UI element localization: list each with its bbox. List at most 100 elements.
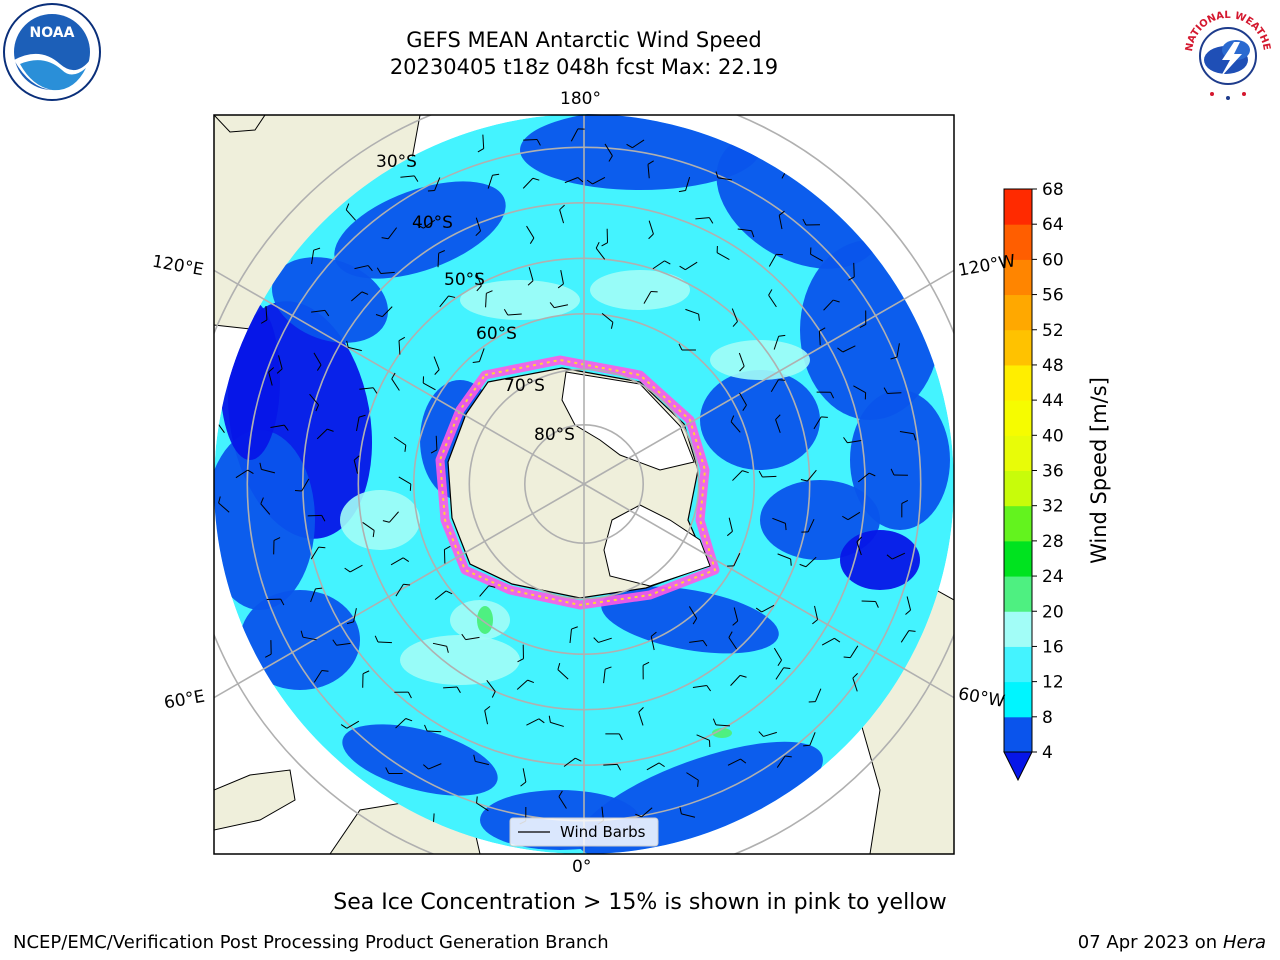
legend-label: Wind Barbs [560, 823, 646, 841]
wind-barb [520, 768, 527, 787]
ronne-ice-shelf [603, 504, 711, 587]
wind-barb [679, 261, 698, 271]
wind-barb [730, 674, 747, 686]
wind-barb [476, 796, 489, 812]
wind-barb [808, 688, 822, 703]
wind-barb [526, 718, 545, 726]
colorbar-segment [1004, 646, 1032, 683]
wind-barb [843, 437, 862, 444]
wind-barb [381, 227, 398, 240]
wind-barb [586, 176, 606, 185]
wind-contour [477, 606, 493, 634]
wind-barb [776, 755, 792, 768]
wind-barb [696, 734, 711, 748]
wind-barb [727, 758, 747, 766]
wind-barb [559, 204, 565, 224]
wind-barb [635, 807, 653, 818]
wind-barb [548, 715, 564, 727]
wind-contour [340, 490, 420, 550]
wind-barb [726, 517, 733, 537]
wind-barb [443, 545, 451, 564]
wind-barb [755, 604, 775, 613]
wind-barb [346, 340, 362, 352]
wind-barb [800, 469, 817, 482]
colorbar-segment [1004, 470, 1032, 507]
lat-label-40s: 40°S [412, 213, 453, 233]
wind-barb [517, 644, 524, 663]
colorbar-segment [1004, 716, 1032, 753]
wind-barb [422, 376, 436, 391]
wind-contour [712, 728, 732, 738]
wind-barb [778, 210, 785, 230]
wind-barb [268, 367, 275, 386]
wind-barb [313, 670, 329, 683]
wind-barb [311, 309, 330, 317]
wind-barb [316, 428, 334, 440]
wind-barb [801, 518, 815, 533]
wind-barb [344, 564, 363, 573]
wind-barb [638, 707, 644, 726]
wind-barb [477, 134, 485, 153]
colorbar-tick-label: 64 [1042, 215, 1064, 235]
wind-barb [427, 177, 441, 192]
lat-label-60s: 60°S [476, 324, 517, 344]
machine-name: Hera [1222, 932, 1266, 953]
colorbar-segment [1004, 189, 1032, 225]
lon-line [583, 483, 954, 699]
wind-barb [650, 631, 657, 651]
colorbar-tick-label: 48 [1042, 356, 1064, 376]
wind-barb [601, 312, 614, 329]
wind-barb [737, 228, 755, 238]
wind-barb [900, 630, 916, 643]
wind-barb [350, 291, 369, 302]
wind-barb [802, 218, 820, 226]
wind-barb [852, 672, 858, 692]
wind-barb [604, 143, 613, 162]
wind-barb [812, 605, 819, 625]
wind-barb [395, 583, 411, 597]
wind-barb [570, 128, 585, 142]
colorbar-segment [1004, 224, 1032, 260]
wind-barb [890, 468, 908, 476]
colorbar-segment [1004, 611, 1032, 647]
noaa-logo-icon: NOAA [3, 3, 101, 101]
wind-barb [310, 587, 323, 603]
wind-barb [260, 305, 268, 324]
colorbar-tick-label: 12 [1042, 673, 1064, 693]
wind-barb [777, 553, 792, 566]
wind-barb [730, 415, 741, 433]
colorbar-tick-label: 28 [1042, 532, 1064, 552]
lon-line [214, 269, 585, 485]
colorbar-tick-label: 40 [1042, 426, 1064, 446]
sea-ice-ring [435, 355, 720, 610]
wind-barb [768, 289, 777, 308]
wind-barb [503, 308, 522, 316]
wind-barb [382, 511, 399, 523]
chart-title: GEFS MEAN Antarctic Wind Speed [406, 28, 762, 52]
wind-barb [716, 246, 730, 260]
wind-barb [362, 670, 370, 688]
wind-barb [374, 635, 392, 644]
wind-contour [700, 370, 820, 470]
wind-barb [417, 219, 436, 229]
wind-barb [803, 732, 816, 747]
lat-label-80s: 80°S [534, 425, 575, 445]
wind-barb [430, 435, 438, 454]
wind-barb [294, 478, 310, 492]
colorbar-segment [1004, 435, 1032, 471]
wind-barb [626, 139, 645, 149]
wind-barb [652, 260, 671, 270]
wind-barb [775, 667, 791, 680]
wind-barb [601, 228, 609, 247]
wind-contour [590, 270, 690, 310]
wind-barb [433, 356, 440, 375]
wind-barb [558, 790, 567, 809]
wind-barb [648, 220, 654, 240]
wind-barb [395, 718, 413, 729]
wind-barb [758, 731, 777, 737]
wind-barb [398, 336, 406, 355]
chart-subtitle: 20230405 t18z 048h fcst Max: 22.19 [389, 55, 779, 79]
colorbar-tick-label: 20 [1042, 602, 1064, 622]
wind-barb [523, 139, 541, 146]
wind-barb [270, 424, 289, 431]
